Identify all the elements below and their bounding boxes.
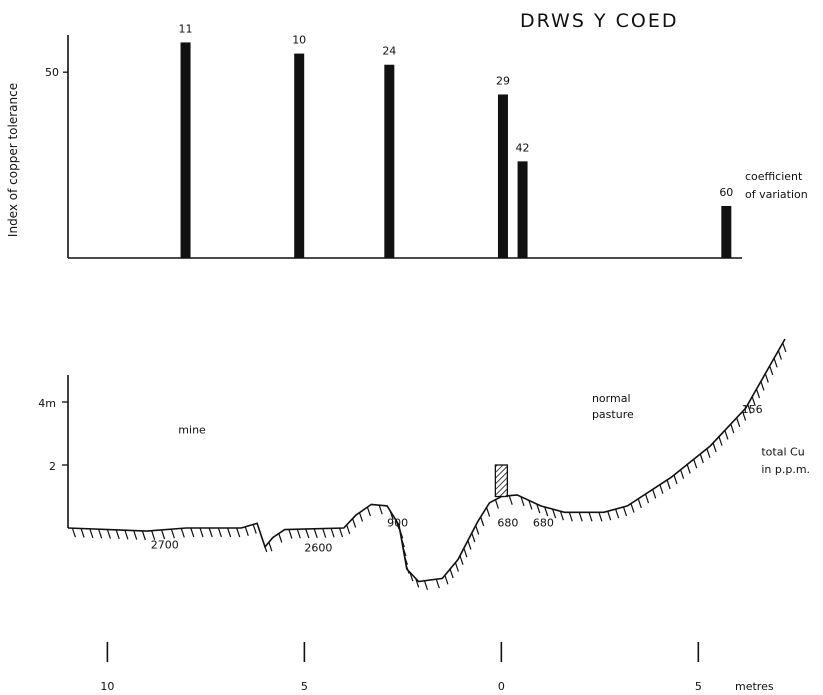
bar-data-label-1: 10 [292, 34, 306, 47]
profile-annotation-0: 2700 [151, 538, 179, 551]
chart-title: DRWS Y COED [520, 10, 678, 32]
y-axis-label: Index of copper tolerance [6, 83, 20, 237]
profile-y-tick-label-0: 4m [38, 397, 56, 410]
bar-2 [384, 64, 395, 258]
profile-annotation-8: pasture [592, 408, 634, 421]
y-tick-label-0: 50 [45, 66, 59, 79]
bar-1 [294, 53, 305, 259]
x-tick-label-3: 5 [695, 680, 702, 693]
ground-profile-line [67, 338, 786, 583]
bar-0 [180, 42, 191, 258]
profile-y-tick-label-1: 2 [49, 460, 56, 473]
profile-annotation-2: 900 [387, 516, 408, 529]
x-tick-label-0: 10 [100, 680, 114, 693]
copper-tolerance-bar-chart: DRWS Y COED Index of copper tolerance 50… [6, 10, 808, 259]
bar-4 [517, 161, 528, 258]
profile-annotation-4: 680 [533, 516, 554, 529]
bar-data-label-0: 11 [179, 22, 193, 35]
bar-5 [721, 205, 732, 258]
bar-data-label-3: 29 [496, 74, 510, 87]
profile-annotation-1: 2600 [304, 542, 332, 555]
coefficient-label-line-2: of variation [745, 188, 808, 201]
bar-data-label-4: 42 [516, 141, 530, 154]
profile-annotation-3: 680 [497, 516, 518, 529]
x-axis-unit-label: metres [735, 680, 774, 693]
profile-annotation-9: total Cu [761, 446, 804, 459]
profile-annotation-5: 156 [742, 403, 763, 416]
coefficient-of-variation-label: coefficient of variation [745, 170, 808, 201]
profile-annotation-7: normal [592, 392, 631, 405]
bar-data-label-5: 60 [719, 186, 733, 199]
ground-hatching [71, 342, 787, 590]
fence-post [494, 464, 509, 498]
x-tick-label-1: 5 [301, 680, 308, 693]
profile-annotation-6: mine [178, 424, 206, 437]
x-tick-label-2: 0 [498, 680, 505, 693]
terrain-profile-chart: 4m 2 2700 2600 900 680 680 156 mine normal pastur… [38, 338, 810, 693]
coefficient-label-line-1: coefficient [745, 170, 803, 183]
bar-data-label-2: 24 [382, 45, 396, 58]
bar-3 [497, 94, 508, 258]
profile-annotation-10: in p.p.m. [761, 463, 810, 476]
